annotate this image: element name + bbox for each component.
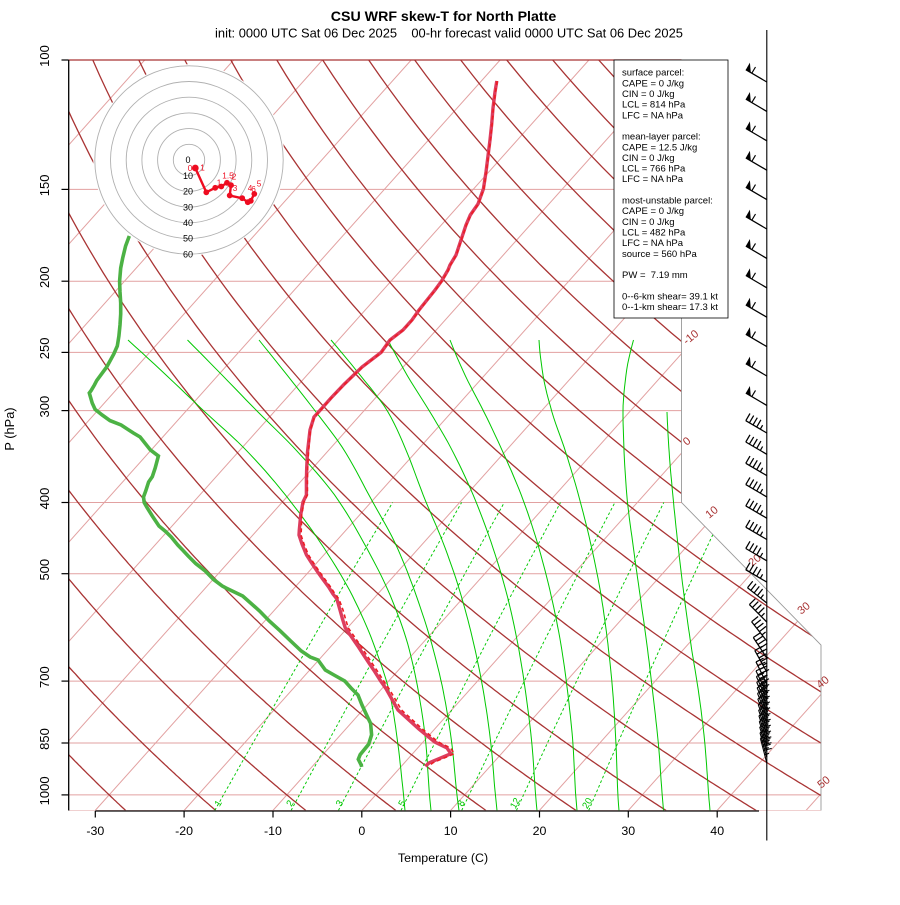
- svg-text:850: 850: [37, 728, 52, 750]
- svg-text:400: 400: [37, 488, 52, 510]
- svg-text:8: 8: [456, 798, 468, 808]
- svg-text:20: 20: [533, 824, 547, 838]
- svg-text:CIN = 0 J/kg: CIN = 0 J/kg: [622, 153, 675, 164]
- svg-text:-10: -10: [264, 824, 282, 838]
- svg-text:CIN = 0 J/kg: CIN = 0 J/kg: [622, 89, 675, 100]
- svg-text:10: 10: [444, 824, 458, 838]
- svg-text:1: 1: [200, 164, 205, 173]
- svg-text:6: 6: [251, 185, 256, 194]
- svg-text:mean-layer parcel:: mean-layer parcel:: [622, 132, 701, 143]
- svg-text:CAPE = 0 J/kg: CAPE = 0 J/kg: [622, 206, 684, 217]
- svg-text:LCL = 482 hPa: LCL = 482 hPa: [622, 228, 686, 239]
- svg-text:0--1-km shear= 17.3 kt: 0--1-km shear= 17.3 kt: [622, 302, 718, 313]
- svg-text:LFC = NA hPa: LFC = NA hPa: [622, 110, 684, 121]
- svg-text:10: 10: [183, 171, 193, 181]
- svg-text:200: 200: [37, 266, 52, 288]
- svg-text:50: 50: [183, 234, 193, 244]
- svg-text:PW = 7.19 mm: PW = 7.19 mm: [622, 270, 688, 281]
- svg-text:2: 2: [232, 173, 237, 182]
- svg-text:700: 700: [37, 666, 52, 688]
- svg-text:CAPE = 0 J/kg: CAPE = 0 J/kg: [622, 78, 684, 89]
- svg-text:20: 20: [183, 187, 193, 197]
- svg-text:CAPE = 12.5 J/kg: CAPE = 12.5 J/kg: [622, 142, 697, 153]
- svg-text:Temperature (C): Temperature (C): [398, 851, 488, 865]
- svg-text:4: 4: [248, 184, 253, 193]
- svg-text:3: 3: [334, 798, 346, 808]
- svg-text:init: 0000 UTC Sat 06 Dec 2025: init: 0000 UTC Sat 06 Dec 2025 00-hr for…: [215, 26, 683, 41]
- svg-text:1: 1: [213, 798, 225, 808]
- svg-text:source = 560 hPa: source = 560 hPa: [622, 249, 697, 260]
- svg-text:surface parcel:: surface parcel:: [622, 68, 684, 79]
- svg-text:0: 0: [188, 164, 193, 173]
- svg-text:-20: -20: [175, 824, 193, 838]
- svg-text:100: 100: [37, 45, 52, 67]
- svg-text:0: 0: [185, 155, 190, 165]
- svg-text:500: 500: [37, 559, 52, 581]
- svg-text:P (hPa): P (hPa): [2, 407, 17, 450]
- svg-text:1000: 1000: [37, 776, 52, 805]
- svg-text:5: 5: [396, 798, 408, 808]
- svg-text:250: 250: [37, 338, 52, 360]
- svg-text:40: 40: [710, 824, 724, 838]
- svg-text:LFC = NA hPa: LFC = NA hPa: [622, 238, 684, 249]
- svg-text:2: 2: [284, 798, 296, 808]
- svg-text:1: 1: [217, 179, 222, 188]
- svg-text:0--6-km shear= 39.1 kt: 0--6-km shear= 39.1 kt: [622, 291, 718, 302]
- svg-text:150: 150: [37, 175, 52, 197]
- svg-text:3: 3: [233, 184, 238, 193]
- svg-text:LCL = 814 hPa: LCL = 814 hPa: [622, 100, 686, 111]
- svg-text:12: 12: [508, 796, 523, 811]
- svg-text:-30: -30: [86, 824, 104, 838]
- svg-text:20: 20: [580, 796, 595, 811]
- svg-text:40: 40: [183, 218, 193, 228]
- svg-text:300: 300: [37, 396, 52, 418]
- svg-text:30: 30: [621, 824, 635, 838]
- svg-text:CIN = 0 J/kg: CIN = 0 J/kg: [622, 217, 675, 228]
- svg-text:CSU WRF skew-T for North Platt: CSU WRF skew-T for North Platte: [331, 9, 557, 25]
- svg-text:30: 30: [183, 202, 193, 212]
- svg-text:most-unstable parcel:: most-unstable parcel:: [622, 196, 713, 207]
- svg-text:60: 60: [183, 249, 193, 259]
- svg-text:1.5: 1.5: [222, 172, 234, 181]
- svg-text:0: 0: [358, 824, 365, 838]
- svg-text:5: 5: [257, 180, 262, 189]
- svg-text:LCL = 766 hPa: LCL = 766 hPa: [622, 164, 686, 175]
- svg-text:LFC = NA hPa: LFC = NA hPa: [622, 174, 684, 185]
